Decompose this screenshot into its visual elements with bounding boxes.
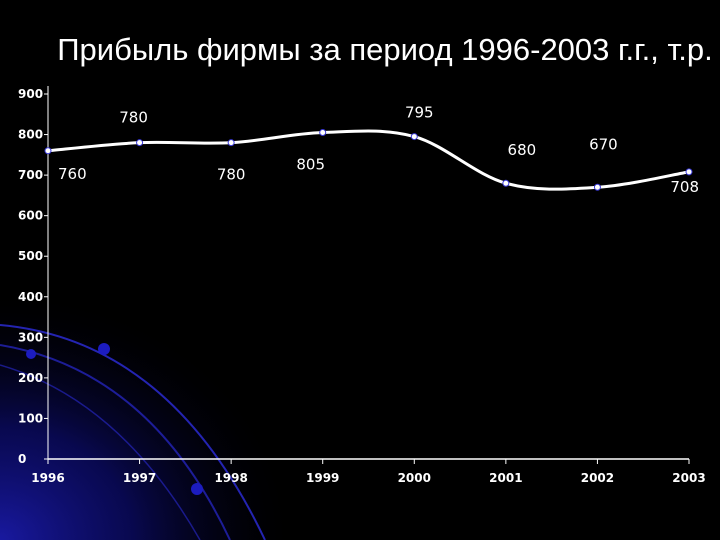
data-label: 708 <box>670 178 699 196</box>
x-tick-label: 2002 <box>581 471 614 485</box>
x-tick-label: 1997 <box>123 471 156 485</box>
series-line <box>47 129 690 191</box>
data-points <box>44 129 693 191</box>
data-point <box>227 139 235 147</box>
data-label: 670 <box>589 135 618 153</box>
y-tick-label: 200 <box>18 371 43 385</box>
data-point <box>44 147 52 155</box>
y-tick-label: 100 <box>18 411 43 425</box>
data-label: 680 <box>508 141 537 159</box>
data-point <box>410 133 418 141</box>
y-tick-label: 600 <box>18 209 43 223</box>
chart-title: Прибыль фирмы за период 1996-2003 г.г., … <box>57 32 713 67</box>
y-tick-label: 800 <box>18 128 43 142</box>
x-tick-label: 2003 <box>672 471 705 485</box>
data-point <box>593 183 601 191</box>
data-label: 760 <box>58 165 87 183</box>
y-tick-label: 900 <box>18 87 43 101</box>
data-label: 795 <box>405 104 434 122</box>
data-label: 805 <box>296 156 325 174</box>
y-tick-label: 300 <box>18 330 43 344</box>
x-tick-label: 1998 <box>214 471 247 485</box>
data-label: 780 <box>217 166 246 184</box>
x-tick-label: 2001 <box>489 471 522 485</box>
x-tick-label: 1999 <box>306 471 339 485</box>
data-labels: 760 780 780 805 795 680 670 708 <box>58 104 699 196</box>
data-point <box>136 139 144 147</box>
x-tick-label: 1996 <box>31 471 64 485</box>
y-tick-label: 400 <box>18 290 43 304</box>
data-label: 780 <box>119 109 148 127</box>
data-point <box>685 168 693 176</box>
y-tick-label: 500 <box>18 249 43 263</box>
y-tick-label: 0 <box>18 452 26 466</box>
y-tick-labels: 0 100 200 300 400 500 600 700 800 900 <box>18 87 43 466</box>
data-point <box>502 179 510 187</box>
x-tick-label: 2000 <box>398 471 431 485</box>
x-tick-labels: 1996 1997 1998 1999 2000 2001 2002 2003 <box>31 471 705 485</box>
data-point <box>319 129 327 137</box>
y-tick-label: 700 <box>18 168 43 182</box>
